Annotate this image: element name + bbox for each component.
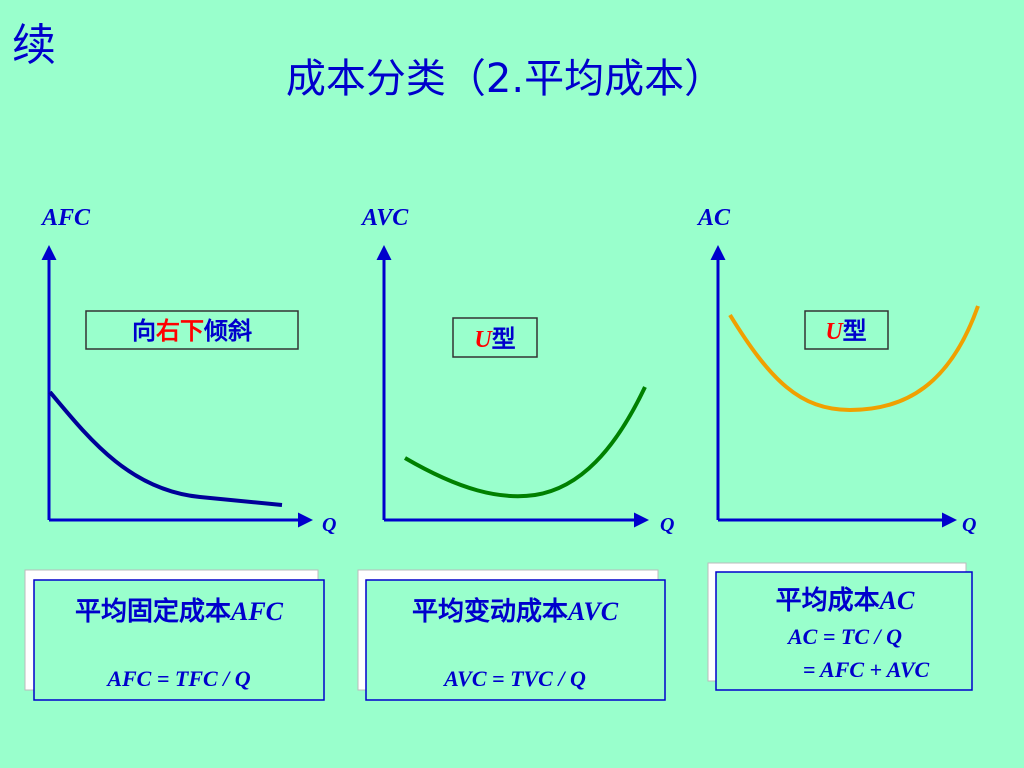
avc-curve <box>403 386 647 499</box>
box-title: 平均固定成本AFC <box>75 596 284 627</box>
box-title: 平均成本AC <box>776 586 915 616</box>
formula: AVC = TVC / Q <box>442 666 586 691</box>
tag-part: U <box>825 319 844 345</box>
formula: AC = TC / Q <box>786 624 902 649</box>
box-title-symbol: AVC <box>566 597 619 626</box>
ac-panel: AC Q U型 平均成本AC AC = TC / Q = AFC + AVC <box>696 205 980 691</box>
tag-part: 型 <box>492 325 516 353</box>
x-axis-label: Q <box>660 514 674 536</box>
box-title: 平均变动成本AVC <box>412 596 619 627</box>
tag-part: 右下 <box>156 317 204 345</box>
tag: 向右下倾斜 <box>132 317 252 345</box>
box-title-text: 平均成本 <box>776 586 880 616</box>
tag-part: U <box>474 327 493 353</box>
tag-part: 倾斜 <box>203 317 252 345</box>
definition-box <box>365 579 666 701</box>
x-axis-label: Q <box>962 514 976 536</box>
formula: = AFC + AVC <box>803 657 930 682</box>
definition-box <box>715 571 973 691</box>
definition-box <box>33 579 325 701</box>
x-axis-label: Q <box>322 514 336 536</box>
afc-panel: AFC Q 向右下倾斜 平均固定成本AFC AFC = TFC / Q <box>24 205 336 701</box>
tag-part: 型 <box>843 317 867 345</box>
box-title-text: 平均固定成本 <box>75 596 231 627</box>
slide-title: 成本分类（2.平均成本） <box>286 56 724 102</box>
tag: U型 <box>474 325 515 353</box>
afc-curve <box>48 390 283 507</box>
tag-part: 向 <box>132 317 156 345</box>
tag: U型 <box>825 317 866 345</box>
box-title-text: 平均变动成本 <box>412 596 568 627</box>
formula: AFC = TFC / Q <box>105 666 250 691</box>
tag-box <box>804 310 889 350</box>
avc-panel: AVC Q U型 平均变动成本AVC AVC = TVC / Q <box>357 205 674 701</box>
y-axis-label: AC <box>696 205 731 231</box>
tag-box <box>85 310 299 350</box>
box-title-symbol: AFC <box>229 597 284 626</box>
box-title-symbol: AC <box>878 586 915 615</box>
y-axis-label: AVC <box>360 205 409 231</box>
ac-curve <box>728 305 980 413</box>
continued-mark: 续 <box>12 20 56 71</box>
tag-box <box>452 317 538 358</box>
y-axis-label: AFC <box>40 205 91 231</box>
